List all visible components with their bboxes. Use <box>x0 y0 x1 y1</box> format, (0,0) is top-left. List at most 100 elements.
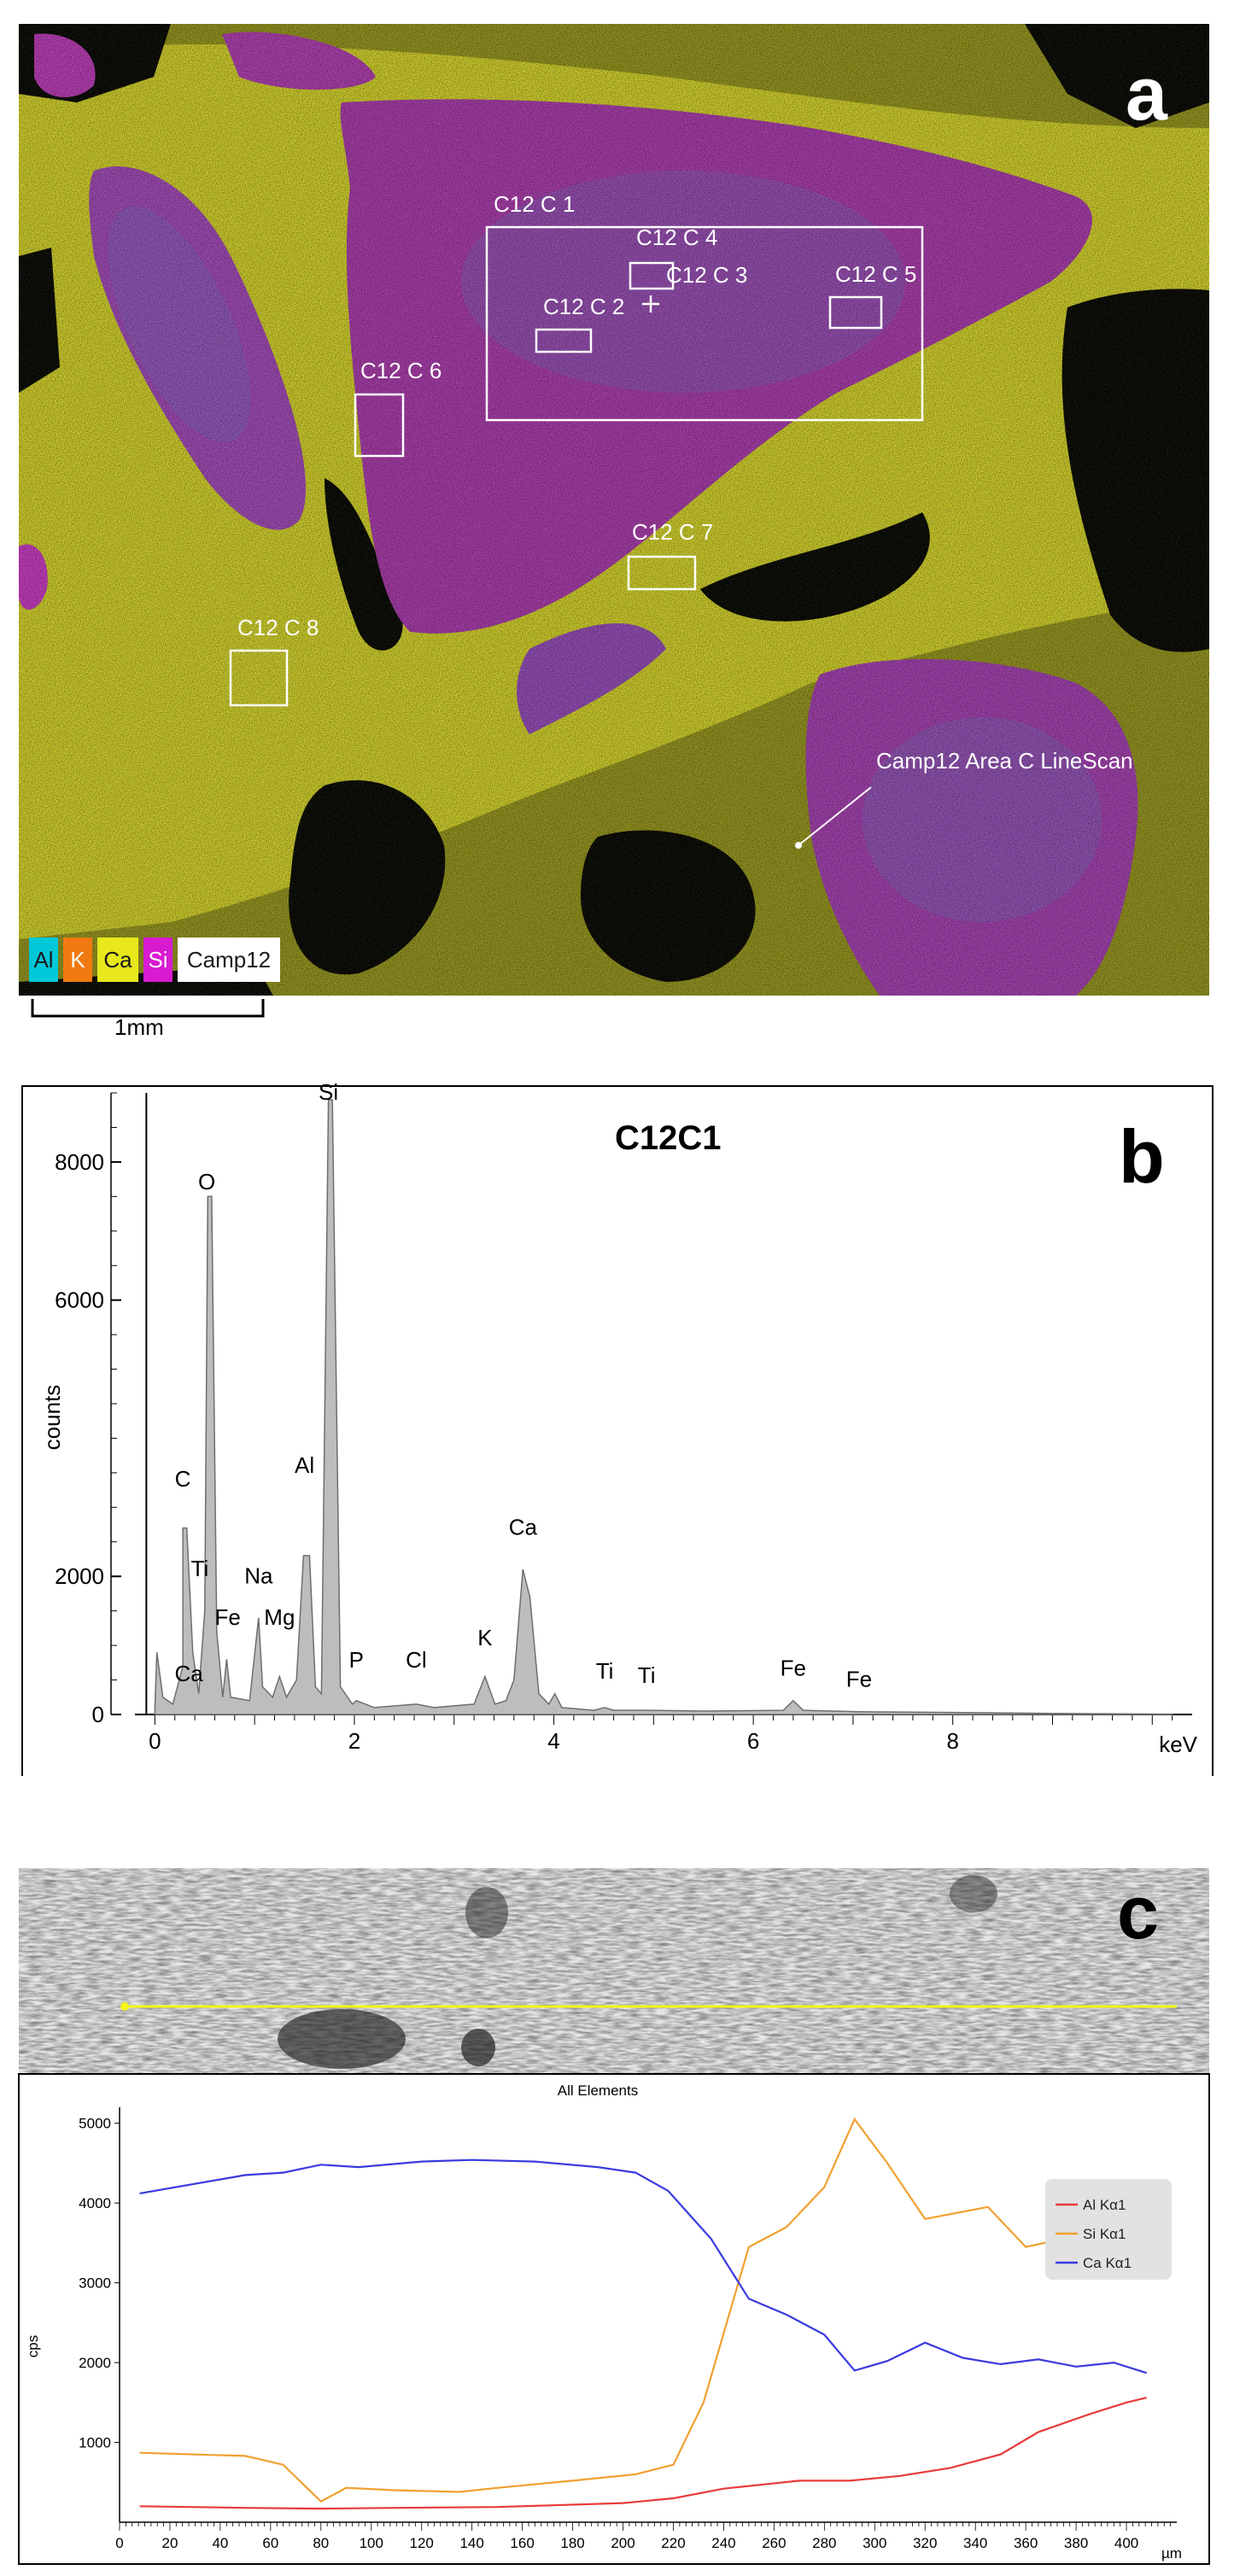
spectrum-area <box>154 1099 1173 1715</box>
x-tick-label: 6 <box>747 1728 759 1754</box>
legend-label-camp12: Camp12 <box>187 947 271 973</box>
legend-label-ca: Ca <box>103 947 132 973</box>
x-tick-label: 80 <box>313 2535 329 2551</box>
x-tick-label: 400 <box>1114 2535 1138 2551</box>
panel-a-element-map: C12 C 1 C12 C 4 C12 C 3 C12 C 2 C12 C 5 … <box>19 24 1209 1040</box>
peak-label-ti: Ti <box>191 1556 209 1581</box>
x-tick-label: 180 <box>560 2535 584 2551</box>
series-line-ca <box>139 2158 1147 2374</box>
peak-label-p: P <box>349 1647 364 1673</box>
y-tick-label: 8000 <box>55 1149 104 1175</box>
legend-chip-ca <box>97 938 138 982</box>
y-tick-label: 5000 <box>79 2116 111 2132</box>
series-line-si <box>139 2117 1148 2503</box>
linescan-label: Camp12 Area C LineScan <box>876 748 1133 774</box>
x-tick-label: 0 <box>115 2535 123 2551</box>
x-tick-label: 60 <box>262 2535 278 2551</box>
panel-b-letter: b <box>1119 1114 1165 1199</box>
panel-b-title: C12C1 <box>615 1119 722 1157</box>
peak-label-ca: Ca <box>174 1661 203 1686</box>
legend-chip-k <box>63 938 92 982</box>
series-line-al <box>139 2397 1147 2510</box>
x-tick-label: 240 <box>711 2535 735 2551</box>
peak-label-ti: Ti <box>638 1662 656 1688</box>
x-tick-label: 260 <box>762 2535 786 2551</box>
x-tick-label: 380 <box>1064 2535 1088 2551</box>
region-label-c12c4: C12 C 4 <box>636 225 717 250</box>
scale-bar-label: 1mm <box>114 1014 164 1040</box>
y-tick-label: 1000 <box>79 2435 111 2451</box>
region-box-c12c2 <box>535 328 593 353</box>
panel-c-frame <box>18 2073 1210 2565</box>
peak-label-cl: Cl <box>406 1647 427 1673</box>
x-tick-label: 320 <box>913 2535 937 2551</box>
peak-label-fe: Fe <box>781 1656 806 1681</box>
peak-label-na: Na <box>244 1563 273 1588</box>
region-box-c12c4 <box>629 261 675 290</box>
legend-label: Ca Kα1 <box>1083 2255 1132 2271</box>
peak-label-ca: Ca <box>509 1515 538 1540</box>
region-boxes <box>229 225 924 846</box>
region-box-c12c5 <box>828 295 883 330</box>
panel-b-y-axis-label: counts <box>39 1385 65 1451</box>
region-label-c12c2: C12 C 2 <box>543 294 624 319</box>
panel-c-legend: Al Kα1 Si Kα1 Ca Kα1 <box>1045 2179 1172 2280</box>
x-tick-label: 160 <box>510 2535 534 2551</box>
x-tick-label: 8 <box>946 1728 958 1754</box>
panel-c-linescan-image: c <box>19 1868 1209 2073</box>
legend-chip-si <box>143 938 173 982</box>
peak-label-si: Si <box>319 1079 338 1105</box>
y-tick-label: 6000 <box>55 1288 104 1313</box>
region-label-c12c6: C12 C 6 <box>360 358 442 383</box>
x-tick-label: 140 <box>459 2535 483 2551</box>
peak-label-mg: Mg <box>264 1604 295 1630</box>
peak-label-fe: Fe <box>846 1667 872 1692</box>
panel-c-letter: c <box>1117 1870 1159 1954</box>
peak-label-k: K <box>477 1625 493 1650</box>
panel-c-y-axis-label: cps <box>25 2335 41 2357</box>
panel-a-letter: a <box>1126 51 1168 136</box>
y-tick-label: 2000 <box>55 1563 104 1589</box>
x-tick-label: 40 <box>212 2535 228 2551</box>
peak-label-ti: Ti <box>596 1658 614 1684</box>
region-label-c12c5: C12 C 5 <box>835 261 916 287</box>
x-tick-label: 4 <box>547 1728 559 1754</box>
y-tick-label: 4000 <box>79 2195 111 2211</box>
region-label-c12c7: C12 C 7 <box>632 519 713 545</box>
legend-label: Al Kα1 <box>1083 2197 1126 2213</box>
panel-b-frame <box>21 1085 1214 1776</box>
panel-c-title: All Elements <box>558 2082 638 2099</box>
peak-label-fe: Fe <box>214 1604 240 1630</box>
panel-c-x-axis-label: µm <box>1161 2545 1182 2561</box>
legend-label-al: Al <box>33 947 53 973</box>
legend-chip-camp12 <box>178 938 280 982</box>
scale-bar: 1mm <box>31 999 265 1040</box>
region-box-c12c1 <box>485 225 924 422</box>
x-tick-label: 0 <box>149 1728 161 1754</box>
linescan-pointer-line <box>798 786 872 846</box>
y-tick-label: 2000 <box>79 2355 111 2371</box>
panel-b-eds-spectrum: b C12C1 counts keV 0 2000 6000 8000 0 2 4 6 8 Si O… <box>21 1079 1214 1776</box>
region-labels: C12 C 1 C12 C 4 C12 C 3 C12 C 2 C12 C 5 … <box>237 191 1133 774</box>
linescan-pointer-dot <box>795 842 802 849</box>
x-tick-label: 220 <box>661 2535 685 2551</box>
peak-label-o: O <box>198 1169 215 1195</box>
element-legend: Al K Ca Si Camp12 <box>29 938 280 982</box>
x-tick-label: 120 <box>410 2535 434 2551</box>
x-tick-label: 20 <box>161 2535 178 2551</box>
region-box-c12c7 <box>627 555 697 591</box>
region-label-c12c8: C12 C 8 <box>237 615 319 640</box>
region-label-c12c1: C12 C 1 <box>494 191 575 217</box>
x-tick-label: 360 <box>1014 2535 1038 2551</box>
x-tick-label: 100 <box>360 2535 383 2551</box>
panel-b-x-axis-label: keV <box>1159 1732 1197 1757</box>
y-tick-label: 3000 <box>79 2275 111 2292</box>
legend-chip-al <box>29 938 58 982</box>
peak-label-c: C <box>175 1466 191 1492</box>
peak-label-al: Al <box>295 1452 314 1478</box>
legend-label-k: K <box>70 947 85 973</box>
x-tick-label: 2 <box>348 1728 360 1754</box>
legend-label-si: Si <box>148 947 167 973</box>
region-box-c12c8 <box>229 649 289 707</box>
x-tick-label: 300 <box>863 2535 886 2551</box>
